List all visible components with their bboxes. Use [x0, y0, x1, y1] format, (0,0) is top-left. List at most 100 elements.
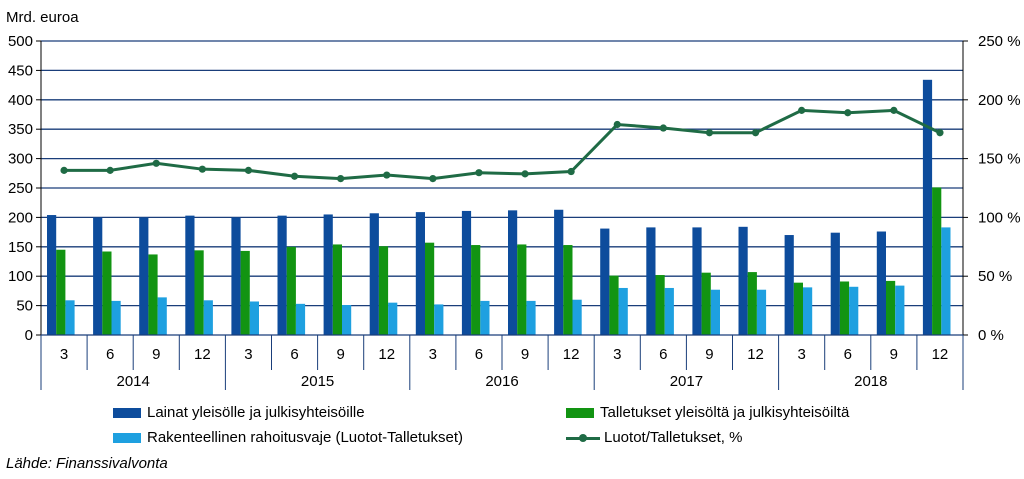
- bar-gap: [480, 300, 490, 335]
- bar-gap: [618, 287, 628, 335]
- legend-item-deposits: Talletukset yleisöltä ja julkisyhteisöil…: [566, 404, 849, 421]
- bar-loans: [323, 214, 333, 335]
- left-tick-label: 500: [8, 33, 33, 50]
- ratio-point: [613, 120, 621, 129]
- bar-deposits: [932, 187, 942, 335]
- bar-deposits: [886, 280, 896, 335]
- legend-item-ratio: Luotot/Talletukset, %: [566, 429, 742, 446]
- ratio-point: [429, 174, 437, 183]
- right-tick-label: 200 %: [978, 92, 1021, 109]
- right-tick-label: 250 %: [978, 33, 1021, 50]
- bar-gap: [295, 303, 306, 335]
- bar-deposits: [839, 281, 850, 335]
- bar-gap: [342, 305, 352, 335]
- ratio-point: [198, 165, 206, 173]
- year-label: 2017: [670, 373, 703, 390]
- bar-deposits: [378, 246, 389, 335]
- bar-deposits: [471, 245, 481, 335]
- right-tick-label: 50 %: [978, 268, 1012, 285]
- category-label: 9: [336, 346, 344, 363]
- legend-swatch-deposits: [566, 407, 594, 418]
- right-tick-label: 0 %: [978, 327, 1004, 344]
- bar-loans: [93, 217, 103, 335]
- legend-label-loans: Lainat yleisölle ja julkisyhteisöille: [147, 404, 365, 421]
- bar-loans: [922, 79, 933, 335]
- left-tick-label: 400: [8, 92, 33, 109]
- bar-loans: [876, 231, 886, 335]
- legend-item-loans: Lainat yleisölle ja julkisyhteisöille: [113, 404, 365, 421]
- bar-loans: [185, 215, 195, 335]
- year-label: 2014: [117, 373, 150, 390]
- bar-deposits: [102, 251, 112, 335]
- bar-loans: [784, 235, 794, 335]
- right-tick-label: 150 %: [978, 151, 1021, 168]
- bar-deposits: [655, 275, 665, 335]
- bar-gap: [203, 300, 213, 335]
- ratio-point: [106, 166, 114, 174]
- ratio-point: [567, 167, 575, 176]
- category-label: 3: [244, 346, 252, 363]
- ratio-point: [244, 166, 253, 174]
- legend-swatch-gap: [113, 432, 141, 443]
- category-label: 3: [429, 346, 437, 363]
- year-label: 2016: [485, 373, 518, 390]
- bar-deposits: [563, 245, 573, 335]
- category-label: 3: [613, 346, 621, 363]
- bar-loans: [692, 227, 702, 335]
- bar-gap: [849, 286, 859, 335]
- category-label: 6: [844, 346, 852, 363]
- ratio-point: [936, 129, 944, 137]
- bars: [47, 79, 951, 335]
- left-tick-label: 300: [8, 151, 33, 168]
- left-tick-label: 50: [16, 298, 33, 315]
- category-label: 6: [659, 346, 667, 363]
- category-label: 3: [60, 346, 68, 363]
- bar-deposits: [240, 250, 250, 335]
- left-tick-label: 0: [25, 327, 33, 344]
- bar-deposits: [517, 244, 527, 335]
- bar-deposits: [425, 242, 435, 335]
- bar-gap: [664, 287, 674, 335]
- bar-gap: [710, 289, 720, 335]
- bar-gap: [249, 301, 259, 335]
- ratio-line: [60, 106, 944, 183]
- bar-loans: [830, 232, 840, 335]
- bar-gap: [756, 289, 767, 335]
- ratio-point: [521, 170, 529, 178]
- category-label: 6: [106, 346, 114, 363]
- bar-gap: [388, 302, 398, 335]
- bar-loans: [738, 226, 748, 335]
- category-label: 9: [152, 346, 160, 363]
- bar-deposits: [56, 249, 66, 335]
- category-label: 9: [705, 346, 713, 363]
- legend-swatch-loans: [113, 407, 141, 418]
- left-tick-label: 200: [8, 209, 33, 226]
- category-label: 6: [290, 346, 298, 363]
- ratio-point: [844, 109, 852, 117]
- bar-deposits: [609, 275, 619, 335]
- bar-deposits: [793, 282, 803, 335]
- year-label: 2015: [301, 373, 334, 390]
- legend-label-gap: Rakenteellinen rahoitusvaje (Luotot-Tall…: [147, 429, 464, 446]
- ratio-line-path: [64, 108, 941, 181]
- left-tick-label: 250: [8, 180, 33, 197]
- bar-deposits: [332, 244, 342, 335]
- left-tick-label: 150: [8, 239, 33, 256]
- category-label: 9: [521, 346, 529, 363]
- bar-gap: [572, 299, 582, 335]
- chart: Mrd. euroa 0 50 100 150 200 250 300 350 400 450 50…: [6, 9, 1021, 390]
- ratio-point: [705, 129, 714, 137]
- source-note: Lähde: Finanssivalvonta: [6, 455, 168, 472]
- bar-deposits: [747, 272, 757, 335]
- bar-loans: [508, 210, 518, 335]
- year-label: 2018: [854, 373, 887, 390]
- bar-loans: [277, 215, 287, 335]
- bar-loans: [600, 228, 610, 335]
- bar-loans: [47, 215, 57, 335]
- bar-gap: [157, 297, 167, 335]
- bar-deposits: [701, 272, 711, 335]
- ratio-point: [475, 169, 483, 177]
- ratio-point: [890, 106, 898, 114]
- category-label: 12: [563, 346, 580, 363]
- bar-loans: [415, 212, 425, 335]
